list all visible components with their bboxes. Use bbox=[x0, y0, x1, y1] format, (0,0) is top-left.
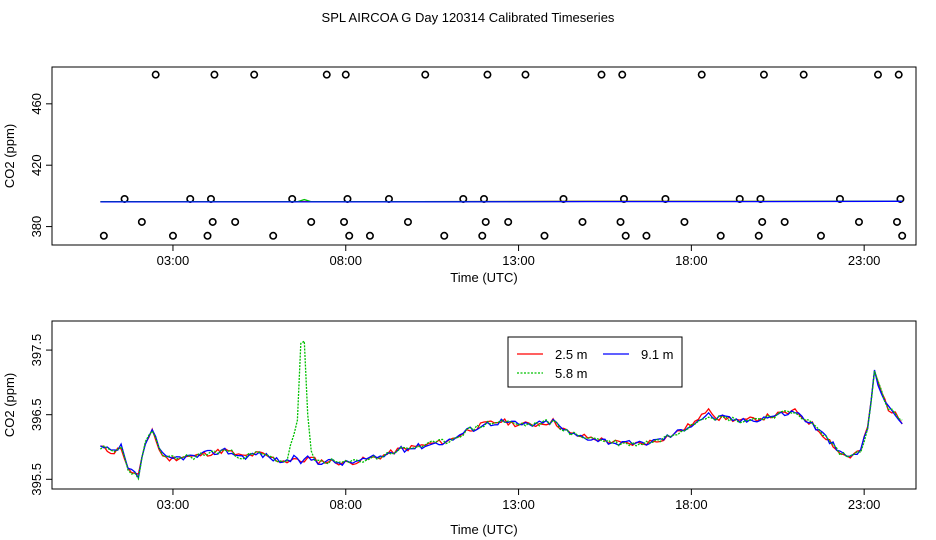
scatter-point bbox=[168, 231, 177, 240]
scatter-point bbox=[521, 70, 530, 79]
bottom-line-2-5-m bbox=[100, 370, 903, 475]
bottom-x-tick-label: 23:00 bbox=[848, 497, 881, 512]
scatter-point bbox=[208, 217, 217, 226]
bottom-x-tick-label: 18:00 bbox=[675, 497, 708, 512]
bottom-line-9-1-m bbox=[100, 369, 903, 480]
top-x-tick-label: 08:00 bbox=[329, 253, 362, 268]
legend-label-5-8m: 5.8 m bbox=[555, 366, 588, 381]
scatter-point bbox=[799, 70, 808, 79]
scatter-point bbox=[99, 231, 108, 240]
scatter-point bbox=[365, 231, 374, 240]
scatter-point bbox=[440, 231, 449, 240]
legend-label-2-5m: 2.5 m bbox=[555, 347, 588, 362]
legend-label-9-1m: 9.1 m bbox=[641, 347, 674, 362]
top-y-tick-label: 380 bbox=[29, 216, 44, 238]
bottom-line-5-8-m bbox=[99, 340, 903, 481]
bottom-y-tick-label: 395.5 bbox=[29, 463, 44, 496]
scatter-point bbox=[483, 70, 492, 79]
bottom-x-tick-label: 08:00 bbox=[329, 497, 362, 512]
scatter-point bbox=[231, 217, 240, 226]
scatter-point bbox=[816, 231, 825, 240]
scatter-point bbox=[269, 231, 278, 240]
scatter-point bbox=[345, 231, 354, 240]
bottom-panel: 03:00 08:00 13:00 18:00 23:00 395.5 396.5 397.… bbox=[2, 320, 917, 537]
top-y-tick-label: 460 bbox=[29, 93, 44, 115]
scatter-point bbox=[340, 217, 349, 226]
legend: 2.5 m 9.1 m 5.8 m bbox=[507, 336, 683, 388]
scatter-point bbox=[322, 70, 331, 79]
bottom-y-axis: 395.5 396.5 397.5 bbox=[29, 334, 52, 496]
top-scatter-points bbox=[99, 70, 907, 240]
scatter-point bbox=[137, 217, 146, 226]
bottom-y-label: CO2 (ppm) bbox=[2, 373, 17, 437]
bottom-plot-frame bbox=[51, 320, 917, 490]
bottom-x-tick-label: 03:00 bbox=[157, 497, 190, 512]
scatter-point bbox=[597, 70, 606, 79]
top-x-tick-label: 18:00 bbox=[675, 253, 708, 268]
scatter-point bbox=[481, 217, 490, 226]
scatter-point bbox=[578, 217, 587, 226]
top-panel: 03:00 08:00 13:00 18:00 23:00 380 420 460 Time… bbox=[2, 66, 917, 285]
scatter-point bbox=[478, 231, 487, 240]
scatter-point bbox=[754, 231, 763, 240]
top-x-axis: 03:00 08:00 13:00 18:00 23:00 bbox=[157, 245, 881, 268]
top-line-9-1-m bbox=[100, 200, 903, 203]
top-x-label: Time (UTC) bbox=[450, 270, 517, 285]
top-y-label: CO2 (ppm) bbox=[2, 124, 17, 188]
scatter-point bbox=[151, 70, 160, 79]
scatter-point bbox=[250, 70, 259, 79]
scatter-point bbox=[504, 217, 513, 226]
top-x-tick-label: 03:00 bbox=[157, 253, 190, 268]
scatter-point bbox=[210, 70, 219, 79]
scatter-point bbox=[758, 217, 767, 226]
bottom-x-tick-label: 13:00 bbox=[502, 497, 535, 512]
bottom-y-tick-label: 397.5 bbox=[29, 334, 44, 367]
top-y-tick-label: 420 bbox=[29, 154, 44, 176]
bottom-x-axis: 03:00 08:00 13:00 18:00 23:00 bbox=[157, 489, 881, 512]
scatter-point bbox=[403, 217, 412, 226]
scatter-point bbox=[896, 194, 905, 203]
scatter-point bbox=[621, 231, 630, 240]
top-series-lines bbox=[100, 198, 903, 203]
bottom-series-lines bbox=[99, 340, 903, 481]
scatter-point bbox=[341, 70, 350, 79]
scatter-point bbox=[307, 217, 316, 226]
scatter-point bbox=[697, 70, 706, 79]
top-plot-frame bbox=[51, 66, 917, 246]
scatter-point bbox=[540, 231, 549, 240]
scatter-point bbox=[421, 70, 430, 79]
scatter-point bbox=[616, 217, 625, 226]
scatter-point bbox=[618, 70, 627, 79]
scatter-point bbox=[780, 217, 789, 226]
chart-title: SPL AIRCOA G Day 120314 Calibrated Times… bbox=[322, 10, 615, 25]
scatter-point bbox=[759, 70, 768, 79]
scatter-point bbox=[203, 231, 212, 240]
scatter-point bbox=[680, 217, 689, 226]
legend-box bbox=[507, 336, 683, 388]
top-x-tick-label: 13:00 bbox=[502, 253, 535, 268]
bottom-y-tick-label: 396.5 bbox=[29, 398, 44, 431]
scatter-point bbox=[873, 70, 882, 79]
scatter-point bbox=[642, 231, 651, 240]
scatter-point bbox=[898, 231, 907, 240]
scatter-point bbox=[892, 217, 901, 226]
bottom-x-label: Time (UTC) bbox=[450, 522, 517, 537]
top-y-axis: 380 420 460 bbox=[29, 93, 52, 237]
scatter-point bbox=[835, 194, 844, 203]
top-x-tick-label: 23:00 bbox=[848, 253, 881, 268]
scatter-point bbox=[716, 231, 725, 240]
scatter-point bbox=[894, 70, 903, 79]
scatter-point bbox=[854, 217, 863, 226]
